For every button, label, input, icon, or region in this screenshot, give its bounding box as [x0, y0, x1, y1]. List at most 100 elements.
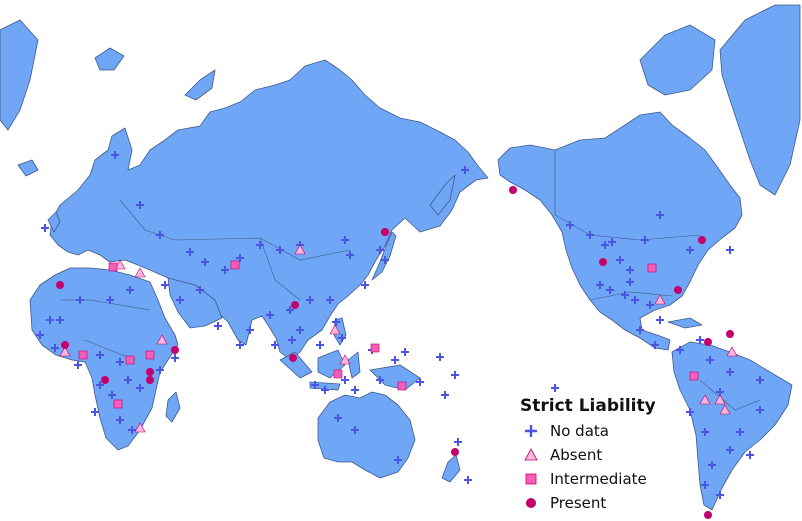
- south-america: [671, 341, 793, 511]
- no-data-marker: [341, 376, 349, 384]
- no-data-marker: [626, 278, 634, 286]
- no-data-marker: [676, 346, 684, 354]
- no-data-marker: [566, 221, 574, 229]
- no-data-marker: [214, 322, 222, 330]
- no-data-marker: [716, 491, 724, 499]
- no-data-marker: [551, 384, 559, 392]
- no-data-marker: [96, 351, 104, 359]
- no-data-marker: [701, 428, 709, 436]
- absent-marker: [329, 324, 341, 335]
- no-data-marker: [441, 391, 449, 399]
- no-data-marker: [636, 326, 644, 334]
- intermediate-marker: [689, 371, 699, 381]
- no-data-marker: [76, 296, 84, 304]
- no-data-marker: [161, 281, 169, 289]
- no-data-marker: [338, 334, 346, 342]
- new-zealand: [441, 454, 461, 483]
- present-marker: [698, 236, 706, 244]
- no-data-marker: [601, 241, 609, 249]
- present-marker: [146, 376, 154, 384]
- no-data-marker: [96, 381, 104, 389]
- no-data-marker: [726, 246, 734, 254]
- no-data-marker: [271, 341, 279, 349]
- intermediate-marker: [397, 381, 407, 391]
- border-line: [119, 199, 176, 241]
- no-data-marker: [46, 316, 54, 324]
- no-data-marker: [186, 248, 194, 256]
- plus-icon: [525, 425, 537, 437]
- border-line: [259, 237, 301, 301]
- no-data-marker: [394, 456, 402, 464]
- present-marker: [101, 376, 109, 384]
- great-britain: [47, 211, 61, 233]
- absent-marker: [156, 334, 168, 345]
- no-data-marker: [606, 286, 614, 294]
- no-data-marker: [381, 256, 389, 264]
- no-data-marker: [116, 416, 124, 424]
- no-data-marker: [156, 231, 164, 239]
- absent-marker: [699, 394, 711, 405]
- no-data-marker: [36, 331, 44, 339]
- no-data-marker: [608, 238, 616, 246]
- absent-marker: [719, 404, 731, 415]
- no-data-marker: [756, 406, 764, 414]
- no-data-marker: [246, 326, 254, 334]
- no-data-marker: [128, 426, 136, 434]
- no-data-marker: [116, 358, 124, 366]
- legend-item-nodata: No data: [520, 419, 690, 443]
- no-data-marker: [296, 326, 304, 334]
- no-data-marker: [332, 318, 340, 326]
- intermediate-marker: [370, 343, 380, 353]
- iceland: [17, 159, 39, 177]
- no-data-marker: [451, 371, 459, 379]
- greenland: [719, 4, 801, 196]
- border-line: [589, 291, 673, 301]
- no-data-marker: [626, 266, 634, 274]
- cuba: [667, 317, 703, 329]
- no-data-marker: [706, 356, 714, 364]
- present-marker: [599, 258, 607, 266]
- no-data-marker: [321, 386, 329, 394]
- present-marker: [146, 368, 154, 376]
- no-data-marker: [708, 461, 716, 469]
- no-data-marker: [276, 246, 284, 254]
- no-data-marker: [316, 341, 324, 349]
- no-data-marker: [306, 296, 314, 304]
- madagascar: [165, 391, 181, 423]
- absent-marker: [134, 267, 146, 278]
- no-data-marker: [341, 236, 349, 244]
- no-data-marker: [351, 426, 359, 434]
- no-data-marker: [201, 258, 209, 266]
- no-data-marker: [736, 428, 744, 436]
- north-america: [497, 111, 743, 351]
- no-data-marker: [171, 354, 179, 362]
- absent-marker: [714, 394, 726, 405]
- no-data-marker: [436, 353, 444, 361]
- no-data-marker: [461, 166, 469, 174]
- no-data-marker: [108, 391, 116, 399]
- present-marker: [726, 330, 734, 338]
- present-marker: [291, 301, 299, 309]
- no-data-marker: [236, 341, 244, 349]
- africa: [29, 267, 179, 451]
- no-data-marker: [701, 481, 709, 489]
- no-data-marker: [221, 266, 229, 274]
- present-marker: [674, 286, 682, 294]
- no-data-marker: [746, 451, 754, 459]
- northwest-landmass: [0, 19, 39, 131]
- border-line: [60, 299, 151, 311]
- present-marker: [61, 341, 69, 349]
- present-marker: [289, 354, 297, 362]
- no-data-marker: [726, 446, 734, 454]
- present-marker: [509, 186, 517, 194]
- no-data-marker: [376, 246, 384, 254]
- arctic-islands: [639, 24, 716, 96]
- no-data-marker: [288, 336, 296, 344]
- no-data-marker: [111, 151, 119, 159]
- no-data-marker: [136, 384, 144, 392]
- square-icon: [525, 473, 537, 485]
- new-guinea: [369, 364, 421, 391]
- legend-title: Strict Liability: [520, 396, 656, 416]
- legend: Strict Liability No data Absent Intermed…: [520, 396, 690, 515]
- border-line: [699, 379, 761, 411]
